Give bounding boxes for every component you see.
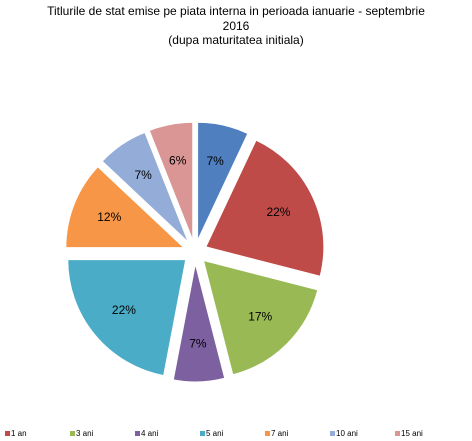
legend-label: 15 ani (401, 429, 423, 438)
legend-swatch (330, 431, 335, 436)
legend-label: 7 ani (271, 429, 289, 438)
pie-slice (197, 121, 249, 241)
pie-slice (101, 131, 189, 243)
legend-swatch (200, 431, 205, 436)
data-label: 7% (189, 336, 207, 350)
legend-swatch (5, 431, 10, 436)
pie-slice (65, 166, 186, 249)
chart-title: Titlurile de stat emise pe piata interna… (47, 4, 425, 18)
pie-slice (172, 263, 226, 383)
legend-swatch (395, 431, 400, 436)
legend-swatch (70, 431, 75, 436)
legend-label: 4 ani (141, 429, 159, 438)
data-label: 22% (112, 303, 136, 317)
pie-slice (148, 121, 194, 241)
chart-title: 2016 (223, 19, 250, 33)
pie-slice (202, 259, 319, 376)
legend-label: 1 an (11, 429, 27, 438)
legend-label: 5 ani (206, 429, 224, 438)
legend-label: 3 ani (76, 429, 94, 438)
data-label: 12% (97, 210, 121, 224)
legend-swatch (265, 431, 270, 436)
data-label: 22% (266, 205, 290, 219)
data-label: 6% (169, 154, 187, 168)
pie-slice (205, 139, 325, 277)
legend-swatch (135, 431, 140, 436)
chart-subtitle: (dupa maturitatea initiala) (168, 33, 303, 47)
legend-label: 10 ani (336, 429, 358, 438)
data-label: 17% (248, 309, 272, 323)
pie-slice (67, 259, 187, 377)
data-label: 7% (206, 154, 224, 168)
data-label: 7% (134, 168, 152, 182)
